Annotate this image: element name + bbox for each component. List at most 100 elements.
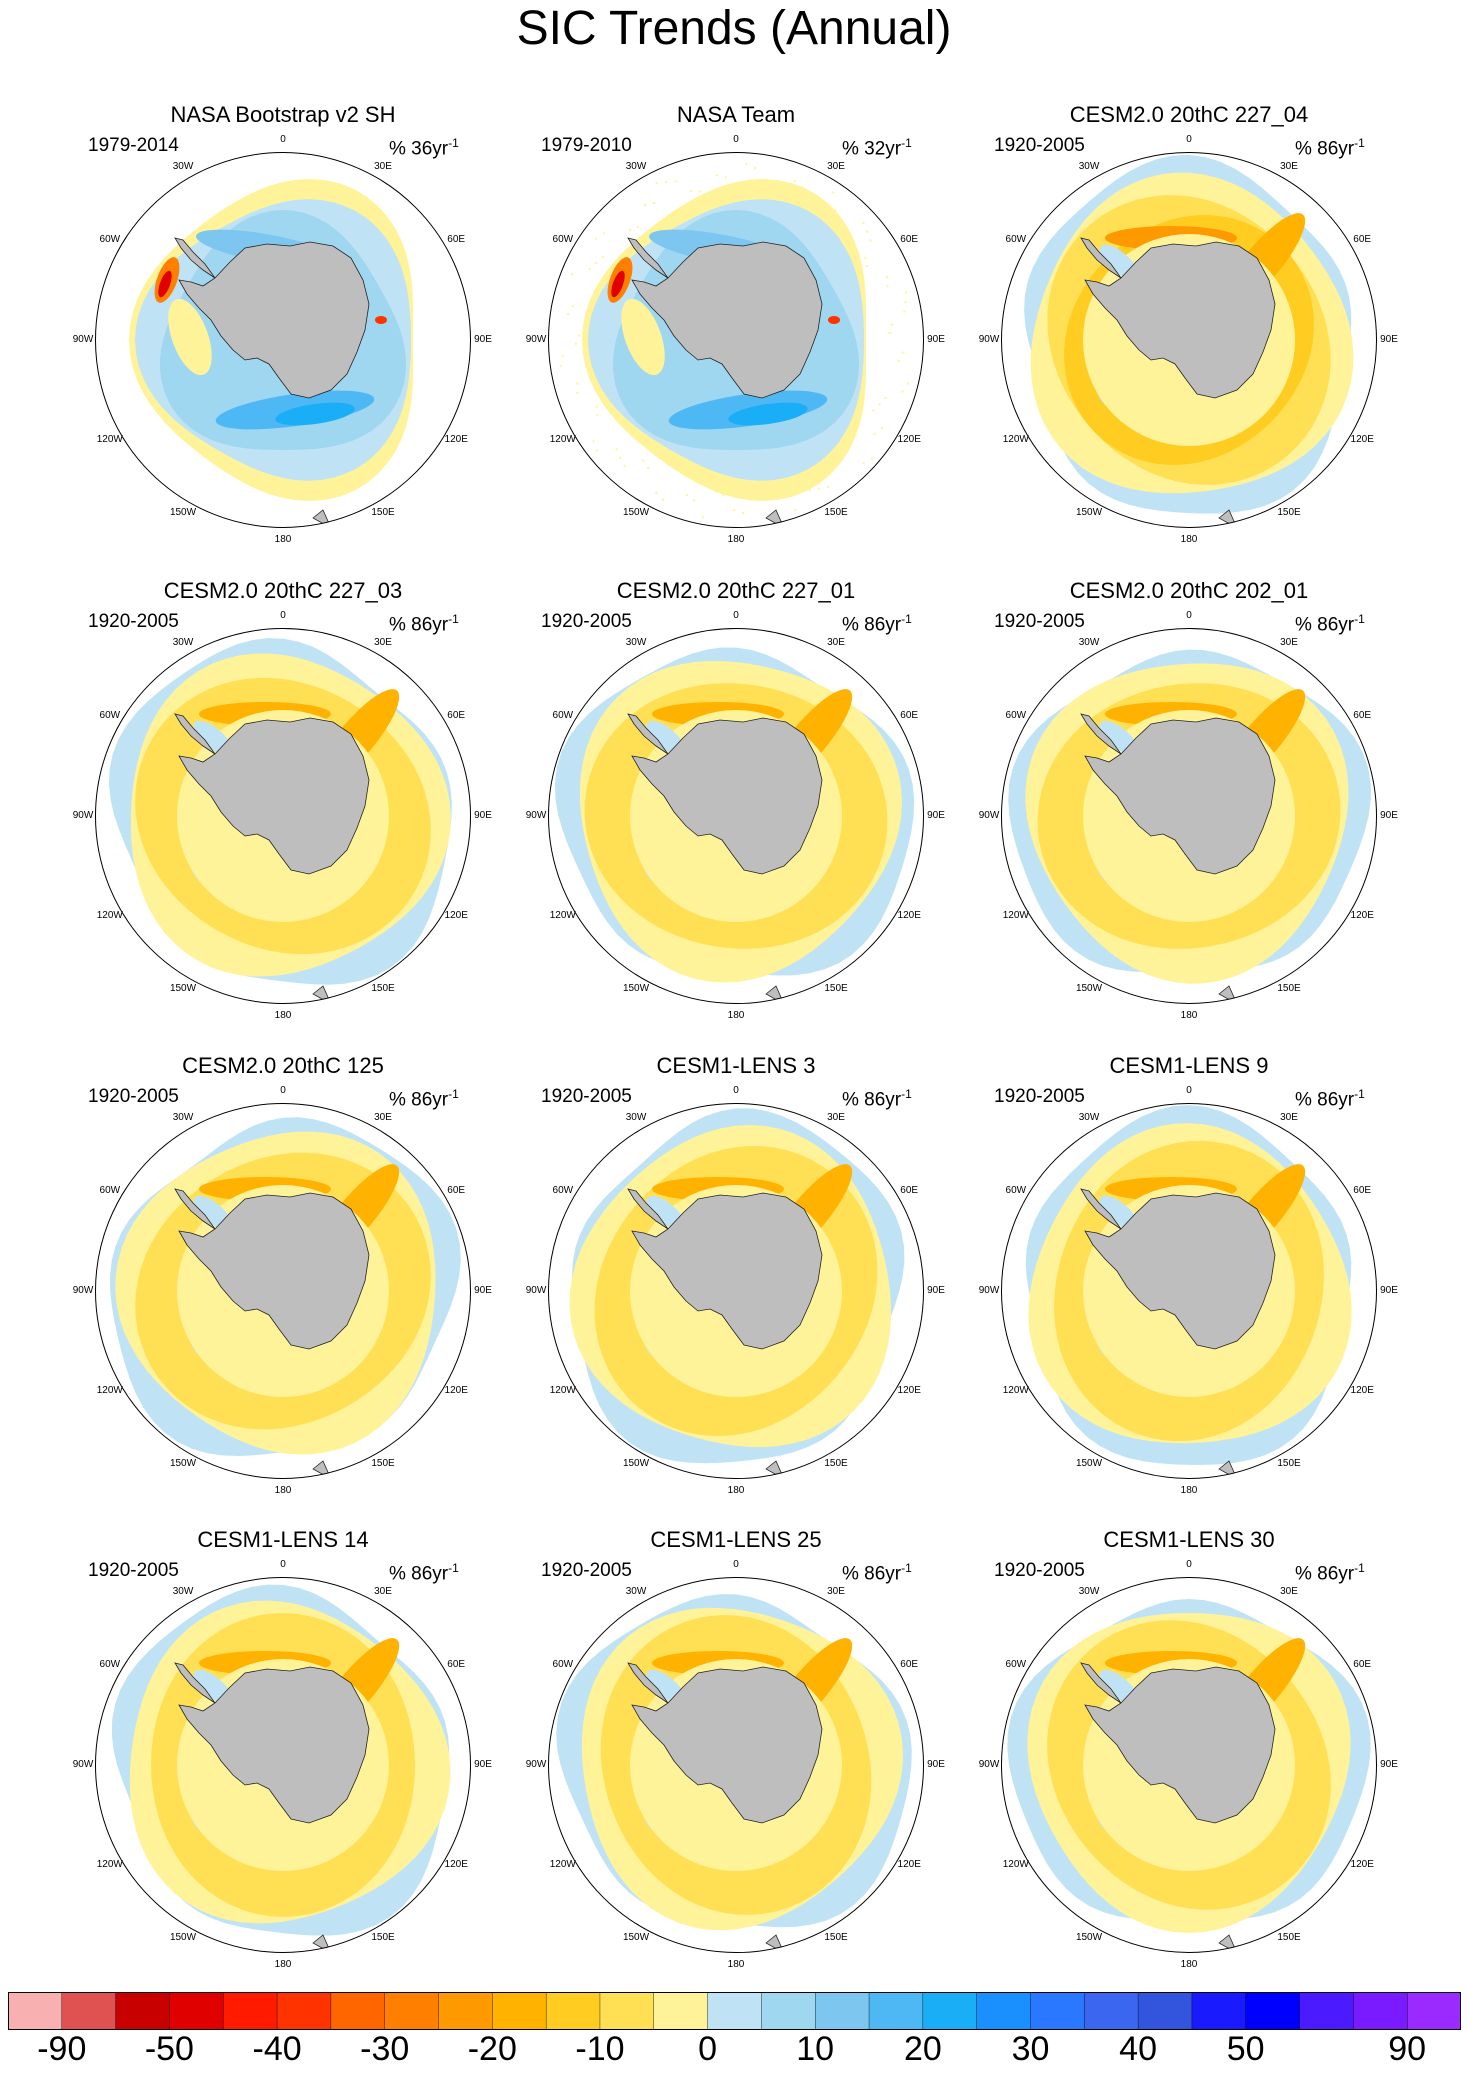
units-text: % 36yr xyxy=(389,138,449,160)
longitude-label: 90E xyxy=(1380,1285,1398,1296)
units-text: % 86yr xyxy=(1295,138,1355,160)
panel-title: NASA Bootstrap v2 SH xyxy=(170,102,396,127)
units-text: % 86yr xyxy=(1295,614,1355,636)
longitude-label: 90E xyxy=(474,1285,492,1296)
longitude-label: 30E xyxy=(374,1111,392,1123)
longitude-label: 120W xyxy=(549,910,576,921)
panel-title: CESM2.0 20thC 227_04 xyxy=(1069,102,1309,127)
map-boundary xyxy=(548,1577,924,1953)
colorbar-swatch xyxy=(384,1992,440,2030)
units-text: % 86yr xyxy=(1295,1563,1355,1585)
longitude-label: 180 xyxy=(1180,534,1198,545)
units-label: % 36yr-1 xyxy=(389,132,459,160)
period-label: 1979-2010 xyxy=(541,135,632,156)
antarctica-landmass xyxy=(178,241,370,399)
longitude-label: 150E xyxy=(1277,507,1301,519)
period-label: 1920-2005 xyxy=(541,1086,632,1107)
longitude-label: 120E xyxy=(444,1385,468,1396)
antarctica-landmass xyxy=(1084,241,1276,399)
longitude-label: 150W xyxy=(1075,1458,1103,1470)
colorbar-swatch xyxy=(492,1992,547,2030)
longitude-label: 90W xyxy=(525,810,547,821)
units-text: % 86yr xyxy=(842,1089,902,1111)
colorbar-swatch xyxy=(653,1992,709,2030)
colorbar-swatch xyxy=(1406,1992,1461,2030)
colorbar-swatch xyxy=(707,1992,763,2030)
map-boundary xyxy=(548,1103,924,1479)
period-label: 1920-2005 xyxy=(88,1086,179,1107)
polar-map xyxy=(95,152,471,528)
longitude-label: 60E xyxy=(447,710,466,721)
longitude-label: 60E xyxy=(900,1659,919,1670)
antarctic-peninsula xyxy=(174,237,216,279)
units-label: % 86yr-1 xyxy=(389,1557,459,1585)
map-boundary xyxy=(548,628,924,1004)
longitude-label: 60E xyxy=(1353,234,1372,245)
longitude-label: 180 xyxy=(1180,1485,1198,1496)
longitude-label: 150W xyxy=(169,1458,197,1470)
longitude-label: 0 xyxy=(1186,610,1192,621)
trend-bellingshausen-core xyxy=(611,270,625,298)
longitude-label: 150E xyxy=(824,1932,848,1944)
trend-field xyxy=(109,638,452,985)
colorbar-swatch xyxy=(438,1992,494,2030)
longitude-label: 150E xyxy=(371,1458,395,1470)
units-exponent: -1 xyxy=(1354,612,1365,626)
antarctica-landmass xyxy=(1084,1666,1276,1824)
units-label: % 86yr-1 xyxy=(1295,1557,1365,1585)
longitude-label: 150E xyxy=(1277,1932,1301,1944)
colorbar-tick-label: 20 xyxy=(903,2030,942,2068)
units-exponent: -1 xyxy=(901,136,912,150)
trend-east-spot xyxy=(375,316,387,324)
colorbar-tick-label: -40 xyxy=(252,2030,302,2068)
units-text: % 86yr xyxy=(842,1563,902,1585)
units-label: % 32yr-1 xyxy=(842,132,912,160)
panel-title: CESM1-LENS 30 xyxy=(1103,1527,1275,1552)
longitude-label: 30W xyxy=(1078,1111,1100,1123)
longitude-label: 30E xyxy=(374,160,392,172)
longitude-label: 150W xyxy=(169,983,197,995)
longitude-label: 150W xyxy=(1075,983,1103,995)
polar-map xyxy=(548,152,924,528)
longitude-label: 0 xyxy=(280,1559,286,1570)
longitude-label: 150E xyxy=(1277,983,1301,995)
colorbar xyxy=(8,1992,1461,2030)
longitude-label: 120E xyxy=(444,910,468,921)
trend-east-spot xyxy=(828,316,840,324)
period-label: 1979-2014 xyxy=(88,135,179,156)
longitude-label: 120W xyxy=(1002,910,1029,921)
longitude-label: 60E xyxy=(900,234,919,245)
antarctica-landmass xyxy=(631,1666,823,1824)
longitude-label: 30W xyxy=(172,160,194,172)
map-boundary xyxy=(1001,1103,1377,1479)
antarctic-peninsula xyxy=(174,1188,216,1230)
longitude-label: 150W xyxy=(1075,507,1103,519)
longitude-label: 60W xyxy=(99,1659,121,1670)
longitude-label: 60W xyxy=(552,710,574,721)
antarctic-peninsula xyxy=(627,237,669,279)
longitude-label: 90W xyxy=(525,334,547,345)
longitude-label: 150W xyxy=(622,1932,650,1944)
units-exponent: -1 xyxy=(448,612,459,626)
units-exponent: -1 xyxy=(1354,136,1365,150)
units-label: % 86yr-1 xyxy=(842,1083,912,1111)
colorbar-swatch xyxy=(276,1992,332,2030)
longitude-label: 0 xyxy=(733,1559,739,1570)
map-boundary xyxy=(548,152,924,528)
polar-map xyxy=(95,1577,471,1953)
longitude-label: 30E xyxy=(827,1585,845,1597)
polar-map xyxy=(1001,628,1377,1004)
polar-map xyxy=(548,628,924,1004)
longitude-label: 90E xyxy=(474,1759,492,1770)
longitude-label: 120W xyxy=(96,1385,123,1396)
longitude-label: 150W xyxy=(169,507,197,519)
period-label: 1920-2005 xyxy=(88,1560,179,1581)
longitude-label: 30E xyxy=(374,636,392,648)
longitude-label: 120E xyxy=(897,1859,921,1870)
units-label: % 86yr-1 xyxy=(1295,608,1365,636)
longitude-label: 90W xyxy=(978,334,1000,345)
colorbar-tick-label: -10 xyxy=(575,2030,625,2068)
longitude-label: 180 xyxy=(274,1485,292,1496)
colorbar-swatch xyxy=(976,1992,1032,2030)
colorbar-swatch xyxy=(223,1992,278,2030)
